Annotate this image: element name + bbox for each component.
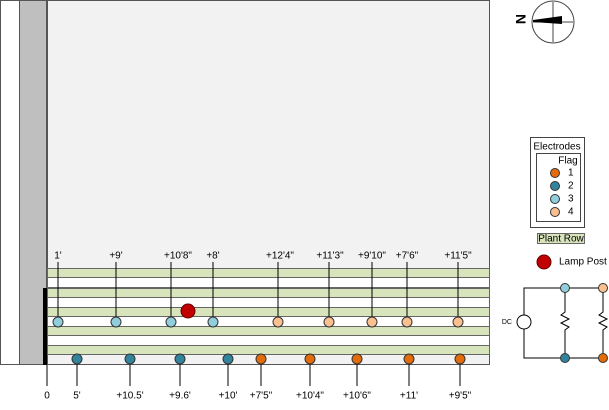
circuit: DC [502,287,609,359]
top-label: 1' [54,251,62,262]
top-label: +8' [206,251,219,262]
plant-row [47,268,490,278]
electrode [165,316,177,328]
bottom-label: +10'6" [343,391,371,402]
node [598,283,608,293]
plant-row [47,326,490,336]
plant-row-label: Plant Row [538,234,584,245]
electrode [403,353,415,365]
lamp-post [180,303,196,319]
row-gap [47,277,490,288]
flag-swatch [550,207,560,217]
plant-row [47,307,490,317]
flag-title: Flag [558,156,577,167]
electrode [401,316,413,328]
electrode [255,353,267,365]
circuit-nodes [560,283,608,363]
plant-row [47,345,490,355]
lamp-post-label: Lamp Post [559,257,607,268]
compass: N [513,0,575,44]
bottom-label: 5' [73,391,81,402]
electrode [454,353,466,365]
compass-needle [533,16,562,24]
electrode [222,353,234,365]
left-margin [0,0,20,365]
bottom-label: +10.5' [116,391,143,402]
electrode [351,353,363,365]
row-gap [47,316,490,327]
plant-row [47,288,490,298]
electrode [304,353,316,365]
resistor [559,288,571,358]
top-label: +7'6" [396,251,419,262]
top-label: +11'3" [316,251,344,262]
legend-title: Electrodes [533,142,580,153]
edge-bar [43,288,47,365]
electrode [174,353,186,365]
legend: Electrodes Flag Plant Row Lamp Post 1 2 3 4 [530,137,607,270]
flag-swatch [550,194,560,204]
flag-swatch [550,181,560,191]
top-label: +12'4" [266,251,294,262]
top-label: +9' [109,251,122,262]
dc-label: DC [502,319,512,326]
plant-row-swatch [537,233,585,244]
node [560,353,570,363]
bottom-label: +7'5" [250,391,273,402]
electrode [124,353,136,365]
flag-label: 2 [568,181,574,192]
lamp-post-swatch [536,254,552,270]
electrode [71,353,83,365]
row-gap [47,297,490,308]
top-label: +11'5" [444,251,472,262]
bottom-label: +9'5" [449,391,472,402]
dc-source [516,314,532,330]
bottom-label: +10' [219,391,238,402]
flag-swatch [550,168,560,178]
bottom-label: +10'4" [296,391,324,402]
bottom-label: +11' [400,391,418,402]
plant-rows [47,268,490,355]
top-label: +9'10" [358,251,386,262]
flag-label: 4 [568,207,574,218]
node [598,353,608,363]
electrodes: 1' +9' +10'8" +8' +12'4" +11'3" +9'10" +7'6" +11… [44,251,472,402]
north-label: N [513,14,529,24]
wall [19,0,47,365]
resistor [597,288,609,358]
electrode [452,316,464,328]
flag-label: 3 [568,194,574,205]
electrode [366,316,378,328]
flag-label: 1 [568,168,574,179]
top-label: +10'8" [164,251,192,262]
node [560,283,570,293]
bottom-label: 0 [44,391,50,402]
electrode [110,316,122,328]
electrode [207,316,219,328]
row-gap [47,335,490,346]
electrode [272,316,284,328]
electrode [52,316,64,328]
electrode [323,316,335,328]
bottom-label: +9.6' [169,391,191,402]
